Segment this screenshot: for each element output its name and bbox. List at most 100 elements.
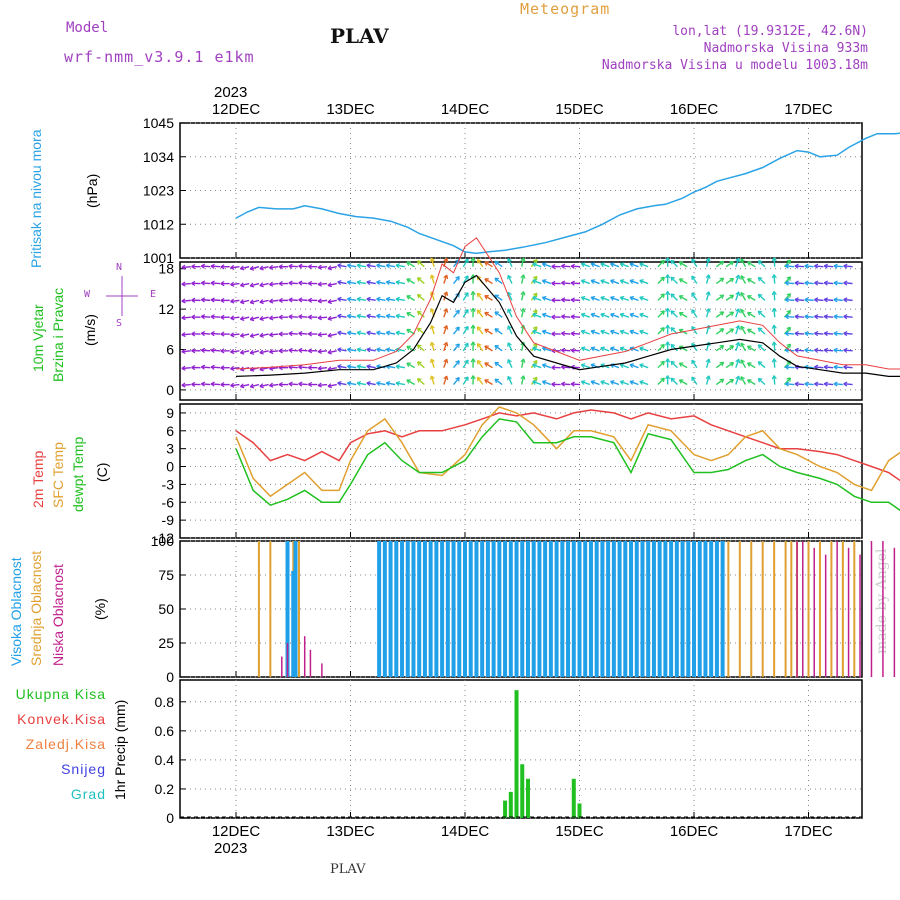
wind-arrow-head — [570, 347, 575, 354]
wind-arrow-head — [691, 275, 696, 281]
wind-arrow-head — [191, 264, 196, 270]
cloud-low-bar — [836, 541, 838, 677]
wind-arrow — [210, 282, 221, 285]
wind-arrow-head — [590, 380, 596, 385]
wind-arrow — [740, 292, 747, 301]
wind-arrow-head — [259, 315, 264, 321]
wind-arrow-head — [814, 297, 819, 303]
wind-arrow-head — [729, 294, 735, 300]
wind-arrow — [230, 333, 240, 336]
wind-arrow — [406, 362, 415, 369]
wind-arrow — [679, 345, 688, 352]
wind-arrow-head — [804, 297, 809, 303]
wind-arrow-head — [298, 381, 303, 387]
wind-arrow-head — [729, 361, 735, 367]
wind-arrow-head — [239, 299, 245, 305]
wind-arrow-head — [259, 282, 264, 288]
wind-arrow — [833, 349, 843, 352]
wind-arrow-head — [200, 364, 206, 370]
wind-arrow — [520, 358, 525, 368]
wind-arrow-head — [366, 263, 371, 269]
wind-arrow-head — [259, 332, 264, 338]
wind-arrow — [561, 332, 571, 335]
wind-arrow-head — [771, 257, 777, 262]
wind-arrow — [259, 266, 269, 270]
wind-arrow-head — [823, 364, 829, 370]
wind-arrow — [201, 265, 211, 268]
wind-arrow-head — [278, 331, 283, 337]
wind-arrow — [494, 361, 503, 369]
wind-arrow — [747, 278, 756, 285]
wind-arrow — [600, 330, 610, 335]
wind-arrow — [814, 282, 824, 285]
wind-arrow-head — [541, 329, 547, 335]
wind-arrow — [376, 314, 386, 318]
wind-arrow-head — [476, 343, 482, 348]
wind-arrow-head — [665, 358, 671, 363]
cloud-mid-bar — [790, 541, 793, 677]
wind-arrow-head — [455, 360, 460, 365]
wind-arrow — [259, 367, 269, 371]
wind-arrow-head — [786, 276, 792, 281]
wind-arrow-head — [346, 296, 352, 302]
wind-arrow-head — [670, 327, 676, 332]
wind-arrow-head — [181, 315, 186, 321]
wind-arrow-head — [429, 375, 435, 380]
cloud-high-bar — [537, 541, 542, 677]
wind-arrow-head — [670, 293, 676, 299]
wind-arrow-head — [823, 330, 829, 337]
wind-arrow — [629, 363, 639, 369]
wind-arrow-head — [406, 312, 411, 317]
wind-arrow — [691, 326, 698, 335]
wind-arrow — [337, 298, 347, 302]
wind-arrow — [298, 366, 308, 369]
y-tick-label: -9 — [162, 512, 175, 528]
wind-arrow — [230, 366, 240, 370]
y-tick-label: 6 — [166, 423, 174, 439]
wind-arrow-head — [476, 292, 482, 298]
wind-arrow-head — [670, 276, 676, 282]
cloud-high-bar — [377, 541, 382, 677]
wind-arrow-head — [366, 296, 371, 302]
wind-arrow — [561, 383, 571, 386]
wind-arrow-head — [619, 262, 625, 268]
wind-arrow-head — [269, 348, 274, 355]
wind-arrow — [794, 383, 804, 386]
wind-arrow-head — [660, 377, 665, 383]
wind-arrow-head — [455, 276, 460, 281]
wind-arrow-head — [230, 365, 235, 371]
precip-bar — [520, 764, 525, 818]
wind-arrow — [376, 298, 386, 302]
wind-arrow-head — [249, 333, 255, 339]
cloud-mid-bar — [750, 541, 753, 677]
wind-arrow-head — [269, 382, 274, 388]
wind-arrow — [715, 328, 724, 335]
wind-arrow-head — [757, 293, 763, 299]
wind-arrow — [386, 348, 396, 352]
wind-arrow-head — [735, 291, 741, 296]
wind-arrow-head — [619, 329, 625, 335]
wind-arrow-head — [259, 265, 264, 271]
wind-arrow-head — [455, 326, 460, 332]
wind-arrow-head — [551, 331, 556, 337]
wind-arrow-head — [541, 380, 547, 385]
wind-arrow-head — [220, 382, 225, 388]
wind-arrow-head — [494, 361, 499, 367]
wind-arrow — [590, 262, 600, 268]
wind-arrow — [571, 315, 581, 318]
y-tick-label: -6 — [162, 494, 175, 510]
wind-arrow — [406, 261, 415, 268]
wind-arrow-head — [705, 375, 711, 380]
wind-arrow — [318, 366, 328, 370]
cloud-high-bar — [291, 570, 296, 677]
cloud-high-bar — [714, 541, 719, 677]
wind-arrow — [843, 282, 853, 285]
wind-arrow-head — [269, 281, 274, 287]
cloud-high-bar — [720, 541, 725, 677]
x-day-label-bottom: 17DEC — [784, 823, 833, 840]
cloud-low-bar — [893, 547, 896, 677]
wind-arrow-head — [455, 343, 460, 348]
wind-arrow — [366, 314, 376, 318]
wind-arrow-head — [181, 281, 186, 287]
wind-arrow — [620, 330, 629, 335]
